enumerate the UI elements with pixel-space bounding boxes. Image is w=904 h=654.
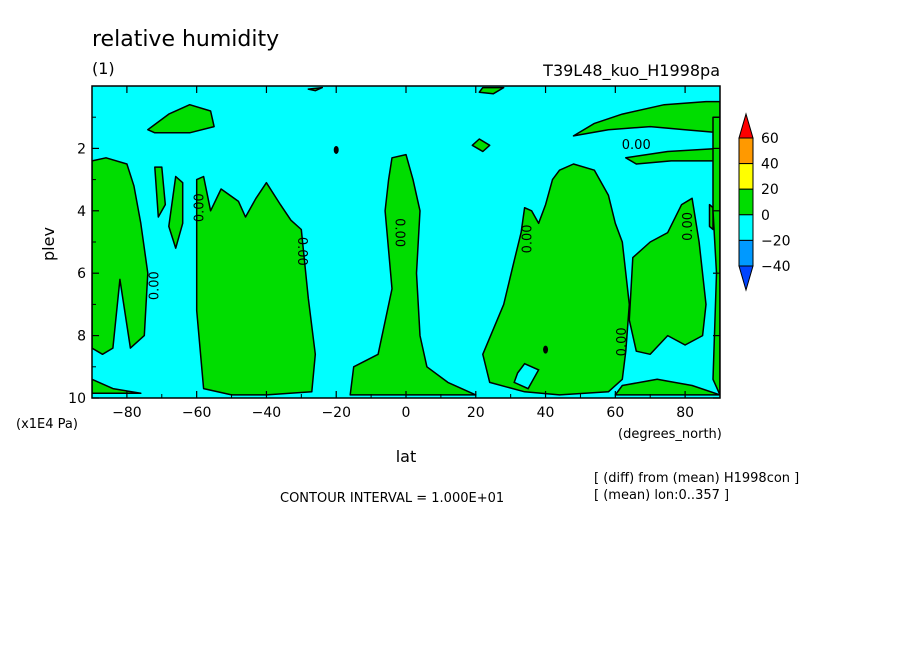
chart-title: relative humidity <box>92 27 279 52</box>
colorbar-swatch-1 <box>738 137 754 165</box>
positive-region-north-east-tip <box>708 203 714 231</box>
chart-subtitle: (1) <box>92 59 115 78</box>
colorbar-swatch-5 <box>738 239 754 267</box>
contour-label-6: 0.00 <box>681 212 696 241</box>
x-tick-label-60: 60 <box>606 405 624 421</box>
y-tick-label-2: 2 <box>77 141 86 157</box>
plot-area: 0.00 0.00 0.00 0.00 0.00 0.00 0.00 0.00 −80 −60 −4… <box>68 85 721 421</box>
contour-mark-0 <box>333 145 339 154</box>
colorbar-bottom-arrow <box>738 265 754 292</box>
x-tick-label-40: 40 <box>537 405 555 421</box>
positive-region-top-north-blob <box>572 100 720 137</box>
y-axis-units: (x1E4 Pa) <box>16 417 78 432</box>
positive-region-south-column-3 <box>168 175 184 249</box>
positive-region-small-blob-20 <box>471 138 491 153</box>
y-tick-label-10: 10 <box>68 391 86 407</box>
y-tick-label-4: 4 <box>77 204 86 220</box>
x-axis-units: (degrees_north) <box>618 427 722 442</box>
x-axis-label: lat <box>396 447 417 466</box>
colorbar-label-5: −40 <box>761 259 791 275</box>
contour-interval: CONTOUR INTERVAL = 1.000E+01 <box>280 491 504 506</box>
colorbar-swatch-3 <box>738 188 754 216</box>
y-tick-label-8: 8 <box>77 329 86 345</box>
positive-region-top-mid-sliver <box>307 86 324 92</box>
positive-region-north-strip <box>625 147 720 165</box>
x-tick-label-80: 80 <box>676 405 694 421</box>
x-tick-label--20: −20 <box>321 405 351 421</box>
negative-region-hole-near-40 <box>513 362 540 390</box>
x-tick-label--60: −60 <box>182 405 212 421</box>
colorbar-swatch-4 <box>738 214 754 241</box>
experiment-label: T39L48_kuo_H1998pa <box>542 61 720 81</box>
colorbar-label-1: 40 <box>761 157 779 173</box>
x-tick-label--80: −80 <box>112 405 142 421</box>
colorbar-swatch-2 <box>738 163 754 190</box>
contour-label-0: 0.00 <box>147 271 162 300</box>
colorbar-label-3: 0 <box>761 208 770 224</box>
colorbar-label-4: −20 <box>761 233 791 249</box>
note-diff: [ (diff) from (mean) H1998con ] <box>594 471 799 486</box>
positive-region-equatorial-column <box>349 153 477 396</box>
contour-label-5: 0.00 <box>615 327 630 356</box>
x-tick-label-20: 20 <box>467 405 485 421</box>
positive-region-south-column-2 <box>154 166 167 218</box>
contour-label-1: 0.00 <box>193 193 208 222</box>
y-tick-label-6: 6 <box>77 266 86 282</box>
positive-region-top-center-sliver <box>478 86 505 95</box>
contour-label-2: 0.00 <box>294 237 309 266</box>
positive-region-bottom-north-strip <box>614 378 720 396</box>
note-mean: [ (mean) lon:0..357 ] <box>594 488 729 503</box>
contour-label-7: 0.00 <box>622 138 651 153</box>
colorbar: 60 40 20 0 −20 −40 <box>738 112 791 292</box>
colorbar-top-arrow <box>738 112 754 139</box>
colorbar-label-0: 60 <box>761 131 779 147</box>
positive-region-lower-north-tip <box>92 378 142 395</box>
positive-region-south-west-column <box>92 157 149 356</box>
positive-region-top-south-blob <box>147 103 215 134</box>
positive-region-north-east-block <box>628 197 707 356</box>
x-tick-label--40: −40 <box>252 405 282 421</box>
positive-region-north-mid-block <box>482 163 631 396</box>
y-axis-label: plev <box>39 227 58 261</box>
colorbar-label-2: 20 <box>761 182 779 198</box>
contour-label-3: 0.00 <box>392 218 407 247</box>
contour-label-4: 0.00 <box>521 224 536 253</box>
x-tick-label-0: 0 <box>402 405 411 421</box>
contour-mark-1 <box>543 345 549 354</box>
